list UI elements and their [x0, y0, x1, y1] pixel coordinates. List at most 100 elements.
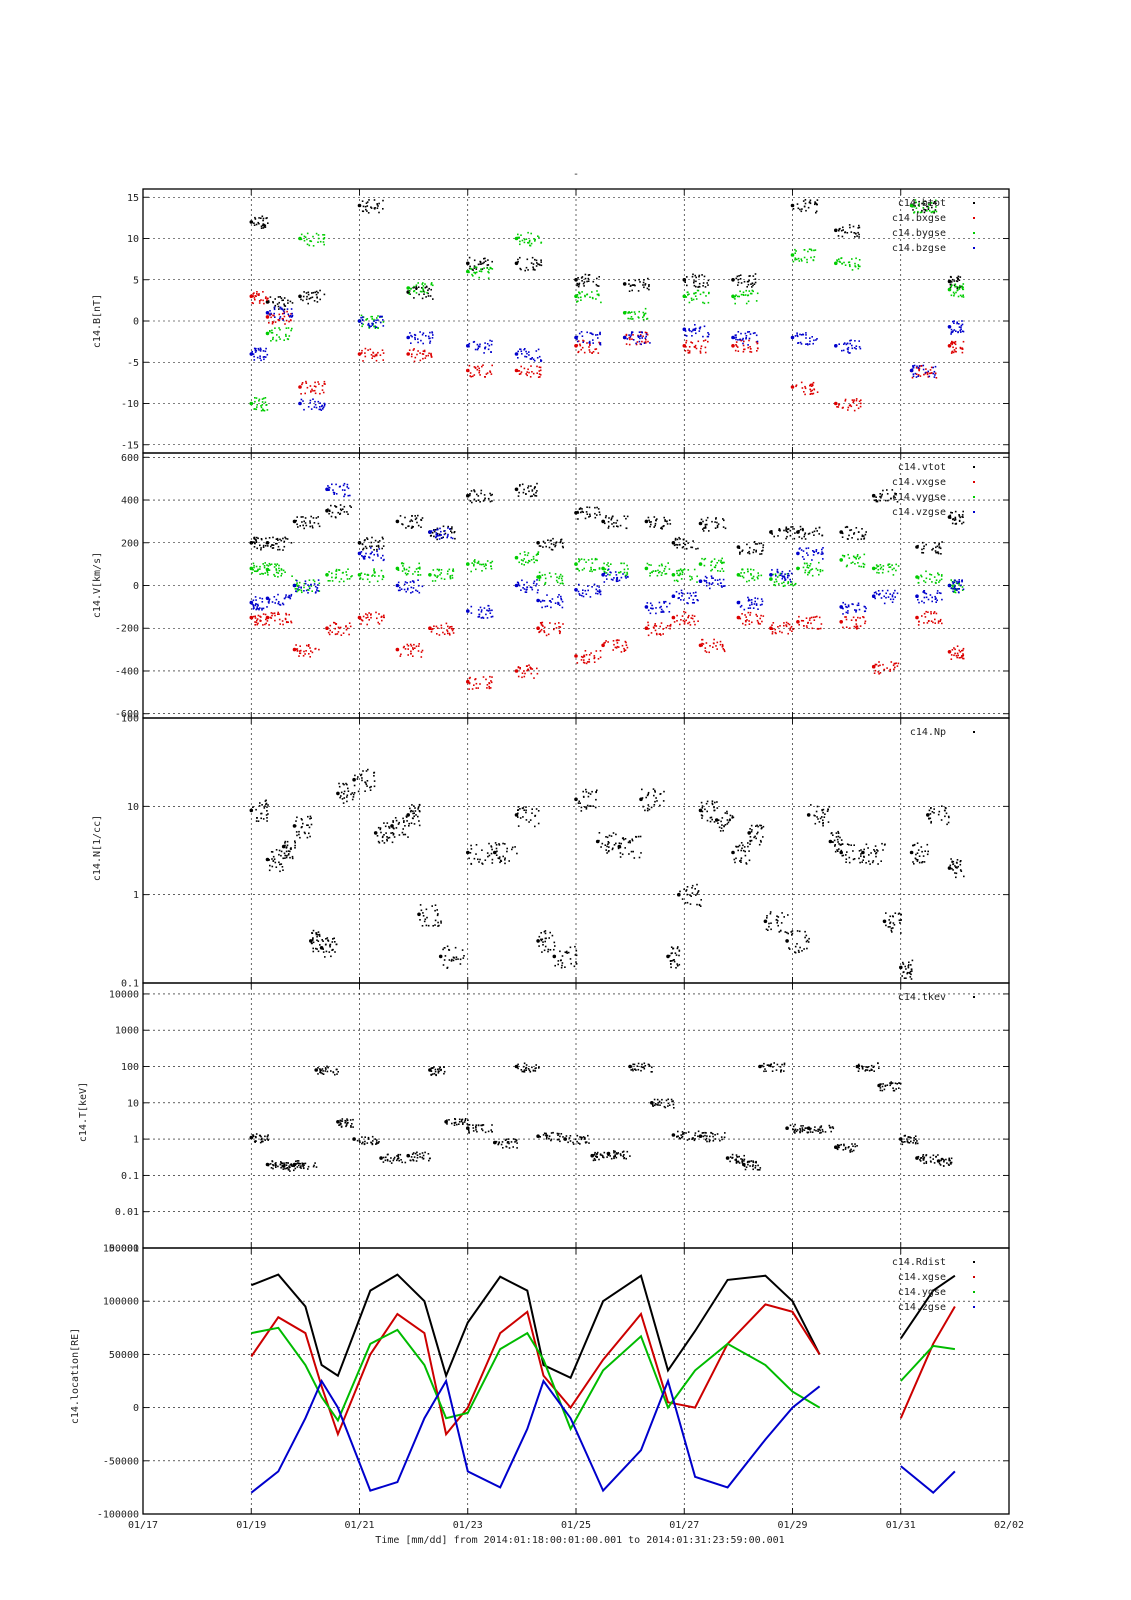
- data-point: [591, 558, 593, 560]
- data-point: [375, 321, 377, 324]
- data-point: [743, 846, 746, 848]
- data-point: [544, 605, 547, 608]
- data-point: [720, 559, 722, 562]
- data-point: [335, 943, 338, 946]
- data-point: [537, 348, 540, 351]
- data-point: [722, 526, 725, 528]
- data-point: [312, 245, 315, 247]
- data-point: [655, 797, 657, 799]
- data-point: [525, 811, 527, 814]
- data-point: [583, 281, 586, 283]
- data-point: [252, 605, 255, 608]
- data-point: [411, 591, 414, 593]
- data-point: [576, 338, 578, 340]
- data-point: [447, 533, 449, 536]
- data-point: [595, 298, 597, 300]
- panel-velocity: c14.V[km/s] -600-400-2000200400600c14.vt…: [92, 452, 1010, 720]
- data-point: [951, 522, 954, 525]
- data-point: [715, 645, 717, 647]
- data-point: [412, 655, 414, 657]
- data-point: [430, 353, 432, 356]
- data-point: [808, 343, 811, 345]
- data-point: [491, 615, 494, 618]
- data-point: [805, 337, 807, 339]
- data-point: [475, 682, 478, 685]
- data-point: [747, 331, 749, 333]
- data-point: [371, 551, 373, 553]
- data-point: [673, 621, 676, 623]
- data-point: [528, 559, 530, 562]
- data-point: [381, 840, 384, 842]
- data-point: [735, 341, 738, 343]
- data-point: [469, 267, 472, 270]
- data-point: [422, 915, 425, 917]
- data-point: [333, 621, 335, 624]
- data-point: [698, 903, 701, 906]
- top-mark: -: [573, 169, 579, 180]
- series-points-c14.Np: [249, 768, 965, 980]
- data-point: [479, 501, 481, 503]
- data-point: [844, 231, 847, 233]
- data-point: [882, 489, 884, 492]
- data-point: [577, 296, 580, 299]
- data-point: [290, 620, 292, 623]
- data-point: [863, 605, 866, 608]
- data-point: [266, 571, 269, 574]
- data-point: [775, 632, 777, 635]
- data-point: [951, 351, 953, 353]
- data-point: [372, 574, 374, 576]
- data-point: [950, 587, 953, 590]
- data-point: [749, 604, 751, 607]
- data-point: [314, 592, 317, 594]
- data-point: [298, 586, 300, 588]
- data-point: [314, 400, 316, 403]
- data-point: [462, 957, 465, 959]
- data-point: [528, 240, 531, 243]
- data-point: [468, 342, 471, 345]
- data-point: [294, 840, 296, 842]
- data-point: [922, 552, 925, 554]
- data-point: [472, 269, 474, 271]
- data-point: [922, 207, 925, 209]
- data-point: [656, 574, 659, 577]
- data-point: [371, 322, 374, 325]
- data-point: [366, 538, 369, 540]
- data-point: [895, 493, 897, 495]
- data-point: [580, 655, 583, 658]
- data-point: [934, 374, 936, 376]
- data-point: [574, 562, 578, 566]
- data-point: [303, 590, 305, 592]
- data-point: [448, 632, 451, 635]
- data-point: [345, 571, 347, 573]
- data-point: [956, 588, 959, 590]
- data-point: [323, 402, 326, 405]
- data-point: [711, 582, 714, 584]
- data-point: [331, 949, 333, 951]
- data-point: [478, 367, 480, 370]
- data-point: [921, 548, 923, 551]
- data-point: [961, 351, 964, 354]
- data-point: [283, 297, 286, 299]
- data-point: [292, 519, 297, 524]
- data-point: [600, 846, 602, 848]
- data-point: [477, 365, 479, 368]
- data-point: [523, 241, 526, 244]
- data-point: [371, 575, 373, 577]
- y-tick-label: 200: [121, 538, 139, 549]
- data-point: [956, 645, 959, 647]
- data-point: [420, 651, 423, 653]
- data-point: [312, 390, 314, 392]
- data-point: [312, 929, 315, 932]
- data-point: [440, 577, 443, 580]
- data-point: [953, 294, 955, 297]
- data-point: [926, 205, 928, 208]
- data-point: [850, 619, 853, 621]
- data-point: [480, 563, 483, 566]
- data-point: [266, 820, 268, 822]
- data-point: [676, 544, 679, 546]
- data-point: [892, 598, 895, 601]
- data-point: [370, 315, 372, 318]
- data-point: [532, 582, 535, 585]
- data-point: [610, 517, 613, 519]
- data-point: [771, 624, 773, 626]
